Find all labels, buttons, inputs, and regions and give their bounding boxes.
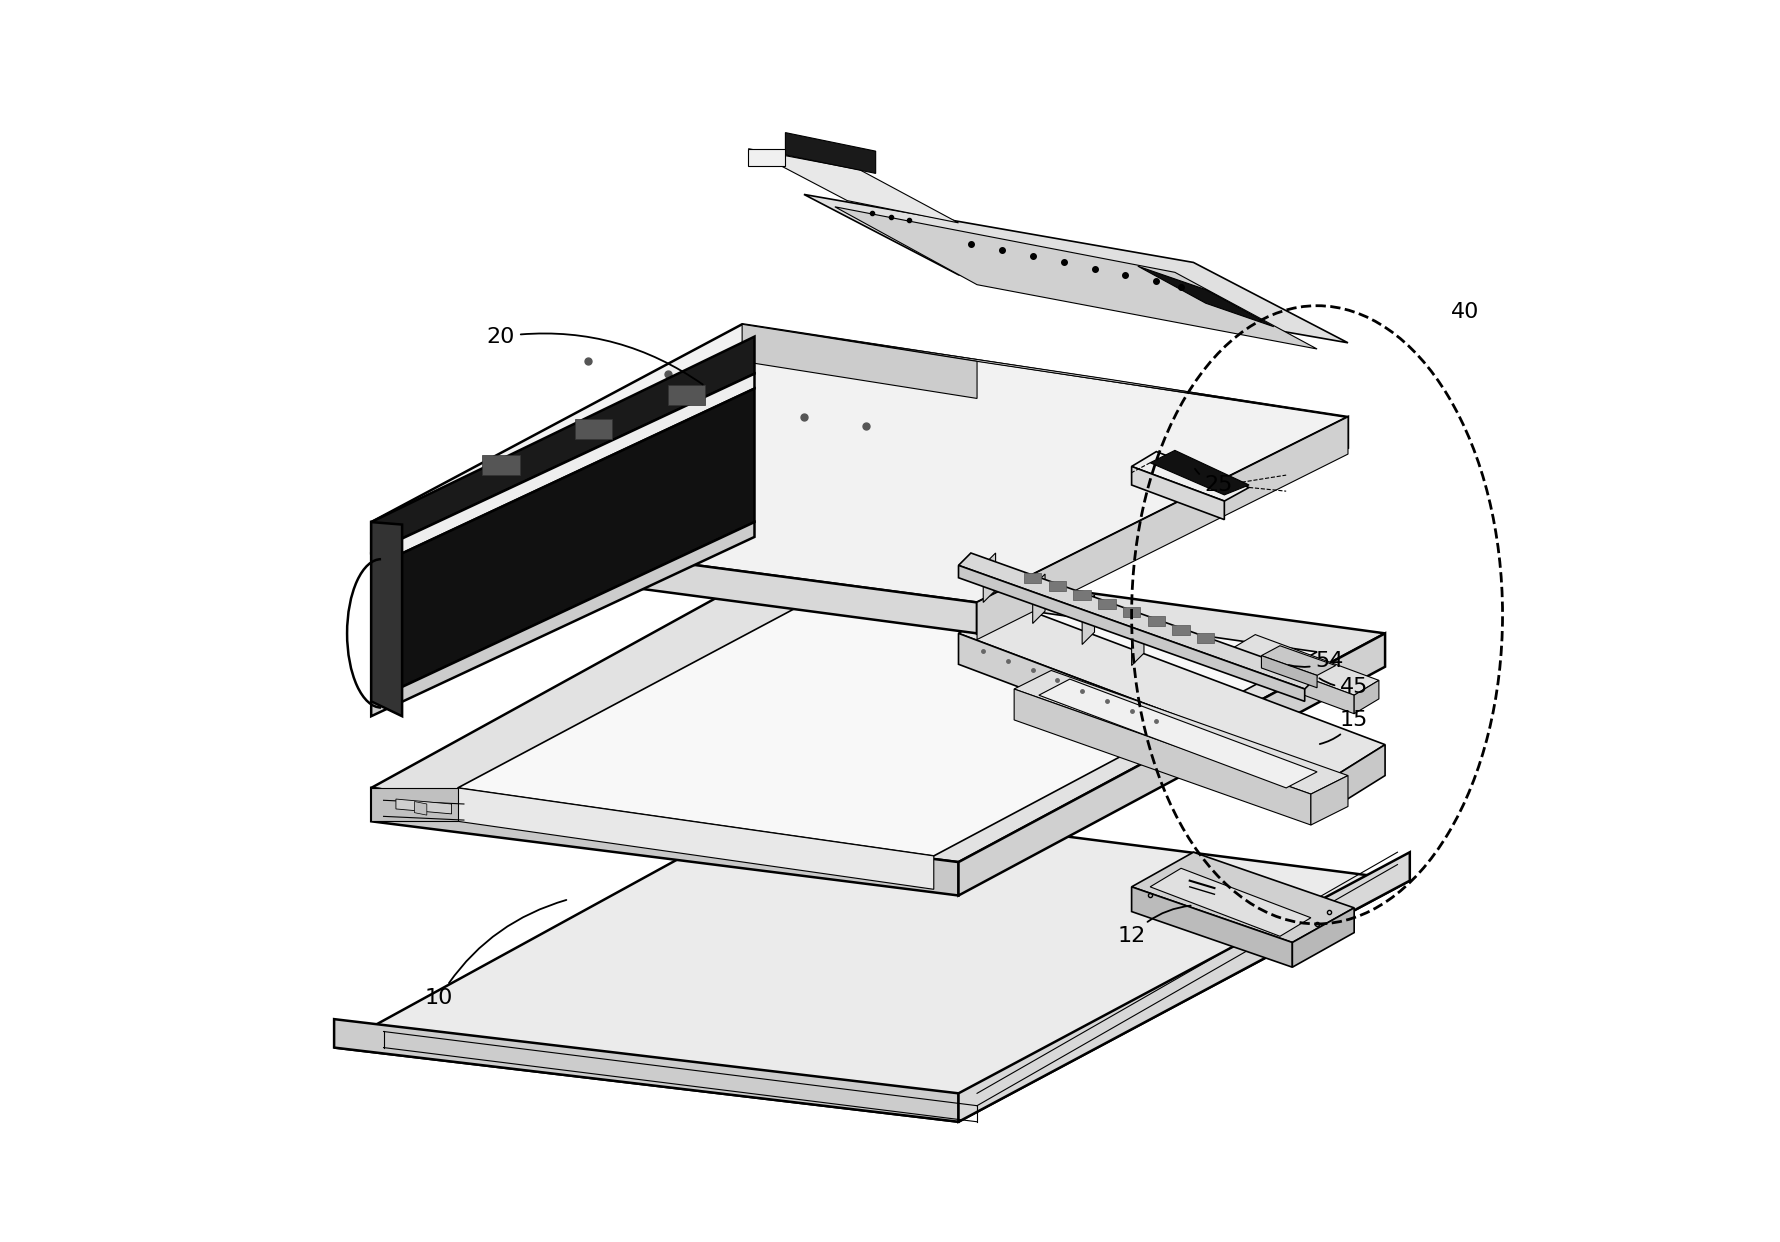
Polygon shape bbox=[1260, 656, 1317, 688]
Polygon shape bbox=[1150, 451, 1248, 494]
Polygon shape bbox=[1073, 590, 1089, 600]
Text: 25: 25 bbox=[1194, 468, 1232, 496]
Polygon shape bbox=[335, 1020, 958, 1122]
Polygon shape bbox=[457, 584, 1317, 856]
Text: 12: 12 bbox=[1116, 905, 1191, 946]
Text: 54: 54 bbox=[1289, 651, 1342, 671]
Polygon shape bbox=[335, 800, 1410, 1122]
Polygon shape bbox=[395, 799, 452, 814]
Polygon shape bbox=[1130, 887, 1292, 968]
Polygon shape bbox=[1230, 650, 1353, 714]
Polygon shape bbox=[370, 389, 755, 702]
Polygon shape bbox=[1230, 635, 1378, 696]
Polygon shape bbox=[1137, 266, 1273, 327]
Polygon shape bbox=[1048, 581, 1066, 591]
Polygon shape bbox=[1171, 625, 1189, 635]
Polygon shape bbox=[370, 787, 958, 895]
Polygon shape bbox=[668, 385, 705, 405]
Polygon shape bbox=[415, 801, 427, 815]
Polygon shape bbox=[575, 420, 612, 440]
Polygon shape bbox=[1032, 574, 1045, 623]
Polygon shape bbox=[1310, 775, 1347, 825]
Polygon shape bbox=[742, 324, 1347, 417]
Polygon shape bbox=[958, 852, 1410, 1122]
Polygon shape bbox=[977, 417, 1347, 633]
Polygon shape bbox=[1123, 607, 1139, 617]
Polygon shape bbox=[958, 633, 1335, 806]
Polygon shape bbox=[370, 787, 457, 821]
Polygon shape bbox=[748, 149, 785, 166]
Polygon shape bbox=[1130, 852, 1353, 943]
Polygon shape bbox=[1023, 573, 1041, 582]
Polygon shape bbox=[1292, 908, 1353, 968]
Polygon shape bbox=[370, 324, 1347, 602]
Polygon shape bbox=[958, 602, 1385, 775]
Polygon shape bbox=[1013, 689, 1310, 825]
Polygon shape bbox=[1130, 452, 1248, 501]
Polygon shape bbox=[1038, 679, 1317, 787]
Text: 10: 10 bbox=[425, 900, 566, 1009]
Text: 15: 15 bbox=[1319, 710, 1367, 744]
Polygon shape bbox=[748, 149, 958, 222]
Polygon shape bbox=[1150, 868, 1310, 936]
Polygon shape bbox=[482, 456, 520, 476]
Polygon shape bbox=[742, 324, 977, 399]
Polygon shape bbox=[1130, 467, 1223, 519]
Text: 40: 40 bbox=[1451, 302, 1479, 322]
Polygon shape bbox=[803, 195, 1347, 343]
Polygon shape bbox=[958, 553, 1317, 689]
Polygon shape bbox=[370, 522, 402, 717]
Polygon shape bbox=[370, 553, 1385, 862]
Polygon shape bbox=[958, 565, 1305, 702]
Polygon shape bbox=[958, 633, 1385, 895]
Polygon shape bbox=[1260, 646, 1335, 676]
Polygon shape bbox=[370, 374, 755, 568]
Polygon shape bbox=[977, 417, 1347, 640]
Polygon shape bbox=[1335, 745, 1385, 806]
Text: 20: 20 bbox=[486, 327, 703, 385]
Polygon shape bbox=[983, 553, 995, 602]
Polygon shape bbox=[785, 133, 876, 174]
Polygon shape bbox=[1130, 616, 1143, 666]
Polygon shape bbox=[370, 337, 755, 553]
Polygon shape bbox=[1146, 616, 1164, 626]
Polygon shape bbox=[457, 787, 933, 889]
Polygon shape bbox=[370, 522, 755, 717]
Polygon shape bbox=[835, 206, 1317, 349]
Polygon shape bbox=[1013, 671, 1347, 794]
Polygon shape bbox=[370, 522, 977, 633]
Polygon shape bbox=[1082, 595, 1095, 645]
Text: 45: 45 bbox=[1319, 677, 1367, 697]
Polygon shape bbox=[1098, 599, 1114, 609]
Polygon shape bbox=[1353, 681, 1378, 714]
Polygon shape bbox=[1196, 633, 1214, 643]
